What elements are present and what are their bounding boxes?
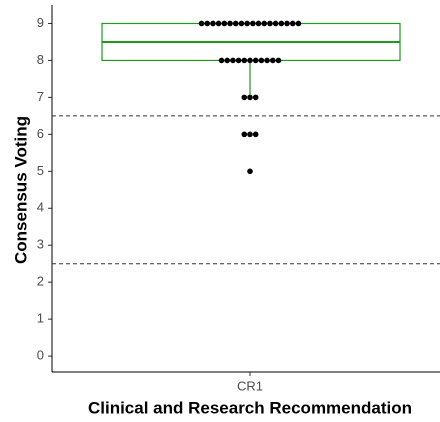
dot xyxy=(215,20,222,27)
dot xyxy=(204,20,211,27)
x-axis-title: Clinical and Research Recommendation xyxy=(88,398,412,417)
dot xyxy=(295,20,302,27)
dot xyxy=(255,20,262,27)
dot xyxy=(272,20,279,27)
dot xyxy=(227,20,233,27)
dot xyxy=(241,57,248,64)
dot xyxy=(235,57,242,64)
y-axis-title: Consensus Voting xyxy=(11,116,30,264)
y-tick-label: 4 xyxy=(37,200,44,215)
dot xyxy=(232,20,239,27)
dot xyxy=(244,20,250,27)
dot xyxy=(267,20,273,27)
y-tick-label: 2 xyxy=(37,274,44,289)
dot xyxy=(221,20,228,27)
dot xyxy=(238,20,245,27)
dot xyxy=(258,57,265,64)
dot xyxy=(252,131,259,138)
dot xyxy=(264,57,270,64)
dot xyxy=(250,20,256,27)
dot xyxy=(247,168,253,175)
dot xyxy=(224,57,230,64)
dot xyxy=(270,57,276,64)
dot xyxy=(210,20,216,27)
y-tick-label: 7 xyxy=(37,89,44,104)
y-tick-label: 0 xyxy=(37,348,44,363)
dot xyxy=(275,57,282,64)
y-tick-label: 1 xyxy=(37,311,44,326)
dot xyxy=(252,57,259,64)
dot xyxy=(247,57,253,64)
y-tick-label: 3 xyxy=(37,237,44,252)
dot xyxy=(198,20,205,27)
y-tick-label: 9 xyxy=(37,15,44,30)
dot xyxy=(230,57,236,64)
y-tick-label: 8 xyxy=(37,52,44,67)
y-tick-label: 6 xyxy=(37,126,44,141)
dot xyxy=(278,20,285,27)
dot xyxy=(284,20,290,27)
y-tick-label: 5 xyxy=(37,163,44,178)
dot xyxy=(241,131,248,138)
x-tick-label: CR1 xyxy=(237,378,263,393)
dot xyxy=(252,94,259,101)
dot xyxy=(218,57,225,64)
dot xyxy=(241,94,248,101)
dot xyxy=(247,94,253,101)
dot xyxy=(289,20,296,27)
dot xyxy=(247,131,253,138)
dot xyxy=(261,20,268,27)
